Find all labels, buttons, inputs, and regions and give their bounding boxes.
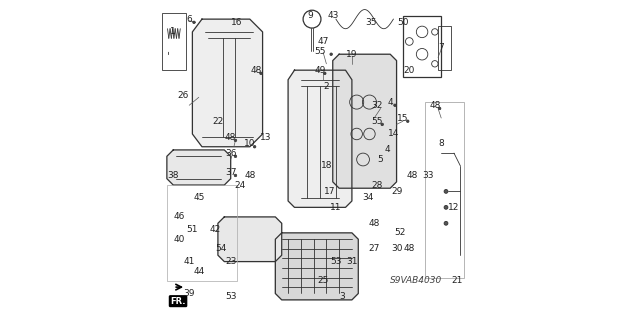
Bar	[162, 13, 186, 70]
Polygon shape	[333, 54, 397, 188]
Text: 19: 19	[346, 50, 358, 59]
Text: 37: 37	[225, 168, 236, 177]
Text: 18: 18	[321, 161, 332, 170]
Text: 35: 35	[365, 18, 377, 27]
Text: 39: 39	[184, 289, 195, 298]
Text: 51: 51	[187, 225, 198, 234]
Text: 52: 52	[394, 228, 405, 237]
Bar	[425, 102, 463, 278]
Text: 10: 10	[244, 139, 255, 148]
Text: 16: 16	[231, 18, 243, 27]
Text: 32: 32	[372, 101, 383, 110]
Text: 34: 34	[362, 193, 374, 202]
Text: 42: 42	[209, 225, 220, 234]
Text: 20: 20	[404, 66, 415, 75]
Text: 53: 53	[330, 257, 342, 266]
Polygon shape	[275, 233, 358, 300]
Text: 4: 4	[384, 145, 390, 154]
Text: 48: 48	[225, 133, 236, 142]
Circle shape	[193, 21, 195, 24]
Circle shape	[234, 155, 237, 158]
Text: 48: 48	[250, 66, 262, 75]
Text: 48: 48	[407, 171, 418, 180]
Text: 25: 25	[317, 276, 329, 285]
Text: 12: 12	[448, 203, 460, 212]
Bar	[438, 26, 451, 70]
Text: 38: 38	[168, 171, 179, 180]
Text: 26: 26	[177, 91, 189, 100]
Text: 15: 15	[397, 114, 409, 122]
Polygon shape	[167, 150, 230, 185]
Text: 8: 8	[438, 139, 444, 148]
Text: 49: 49	[314, 66, 326, 75]
Text: 17: 17	[324, 187, 335, 196]
Text: 33: 33	[422, 171, 434, 180]
Text: 9: 9	[308, 11, 314, 20]
Text: 29: 29	[391, 187, 403, 196]
Circle shape	[406, 120, 409, 122]
Text: 21: 21	[451, 276, 463, 285]
Text: 48: 48	[369, 219, 380, 228]
Circle shape	[260, 72, 262, 75]
Text: 1: 1	[170, 27, 176, 36]
Text: 55: 55	[314, 47, 326, 56]
Text: 14: 14	[388, 130, 399, 138]
Text: 48: 48	[404, 244, 415, 253]
Text: 5: 5	[378, 155, 383, 164]
Text: 6: 6	[186, 15, 192, 24]
Text: 45: 45	[193, 193, 204, 202]
Text: 50: 50	[397, 18, 409, 27]
Circle shape	[444, 221, 448, 225]
Polygon shape	[193, 19, 262, 147]
Circle shape	[444, 189, 448, 193]
Text: 53: 53	[225, 292, 236, 301]
Text: 3: 3	[339, 292, 345, 301]
Text: 27: 27	[369, 244, 380, 253]
Text: 48: 48	[429, 101, 440, 110]
Text: 24: 24	[235, 181, 246, 189]
Circle shape	[330, 53, 332, 56]
Text: 11: 11	[330, 203, 342, 212]
Text: 43: 43	[327, 11, 339, 20]
Polygon shape	[218, 217, 282, 262]
Text: 7: 7	[438, 43, 444, 52]
Text: 55: 55	[372, 117, 383, 126]
Text: 48: 48	[244, 171, 255, 180]
Text: 4: 4	[387, 98, 393, 107]
Circle shape	[394, 104, 396, 107]
Text: 41: 41	[184, 257, 195, 266]
Text: 13: 13	[260, 133, 271, 142]
Circle shape	[234, 174, 237, 177]
Polygon shape	[288, 70, 352, 207]
Text: 44: 44	[193, 267, 204, 276]
Circle shape	[381, 123, 383, 126]
Text: 36: 36	[225, 149, 236, 158]
Text: 40: 40	[174, 235, 186, 244]
Text: 54: 54	[216, 244, 227, 253]
Text: FR.: FR.	[170, 297, 186, 306]
Text: 47: 47	[317, 37, 329, 46]
Text: 23: 23	[225, 257, 236, 266]
Text: 30: 30	[391, 244, 403, 253]
Text: 2: 2	[324, 82, 329, 91]
Text: 31: 31	[346, 257, 358, 266]
Text: 22: 22	[212, 117, 223, 126]
Bar	[167, 185, 237, 281]
Circle shape	[253, 145, 256, 148]
Text: 28: 28	[372, 181, 383, 189]
Circle shape	[234, 139, 237, 142]
Circle shape	[438, 107, 441, 110]
Circle shape	[323, 72, 326, 75]
Text: S9VAB4030: S9VAB4030	[390, 276, 442, 285]
Bar	[403, 16, 441, 77]
Text: 46: 46	[174, 212, 186, 221]
Circle shape	[444, 205, 448, 209]
